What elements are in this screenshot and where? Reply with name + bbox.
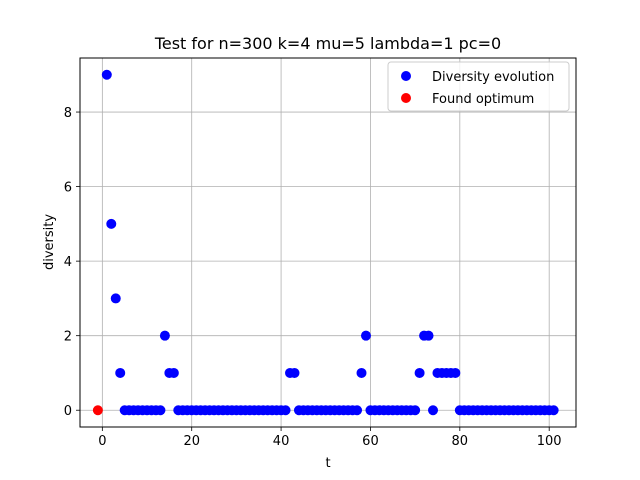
optimum-point: [92, 405, 103, 416]
diversity-point: [414, 367, 425, 378]
diversity-point: [352, 405, 363, 416]
legend-label-found-optimum: Found optimum: [432, 92, 534, 107]
diversity-point: [110, 293, 121, 304]
x-tick-label: 80: [452, 434, 469, 449]
x-tick-label: 20: [183, 434, 200, 449]
diversity-point: [360, 330, 371, 341]
plot-area-frame: [79, 57, 577, 428]
diversity-point: [548, 405, 559, 416]
diversity-point: [423, 330, 434, 341]
x-tick-label: 100: [537, 434, 562, 449]
x-tick-label: 40: [273, 434, 290, 449]
x-axis-label: t: [325, 456, 330, 471]
chart-title: Test for n=300 k=4 mu=5 lambda=1 pc=0: [154, 34, 501, 53]
y-tick-label: 0: [64, 404, 72, 419]
diversity-point: [450, 367, 461, 378]
diversity-point: [106, 218, 117, 229]
axis-ticks: 0 20 40 60 80 100 0 2 4 6 8: [64, 106, 562, 449]
y-tick-label: 8: [64, 106, 72, 121]
diversity-point: [168, 367, 179, 378]
diversity-point: [356, 367, 367, 378]
legend-marker-found-optimum: [401, 93, 411, 103]
legend-label-diversity-evolution: Diversity evolution: [432, 70, 554, 85]
diversity-point: [428, 405, 439, 416]
diversity-point: [101, 69, 112, 80]
data-points: [92, 69, 559, 416]
legend-box: [387, 61, 570, 112]
y-axis-label: diversity: [42, 214, 57, 270]
diversity-point: [115, 367, 126, 378]
y-tick-label: 2: [64, 330, 72, 345]
diversity-point: [410, 405, 421, 416]
diversity-point: [280, 405, 291, 416]
legend-marker-diversity-evolution: [401, 71, 411, 81]
x-tick-label: 0: [98, 434, 106, 449]
y-tick-label: 4: [64, 255, 72, 270]
y-tick-label: 6: [64, 181, 72, 196]
legend: Diversity evolution Found optimum: [387, 61, 570, 112]
diversity-point: [289, 367, 300, 378]
diversity-point: [155, 405, 166, 416]
x-tick-label: 60: [362, 434, 379, 449]
diversity-point: [159, 330, 170, 341]
